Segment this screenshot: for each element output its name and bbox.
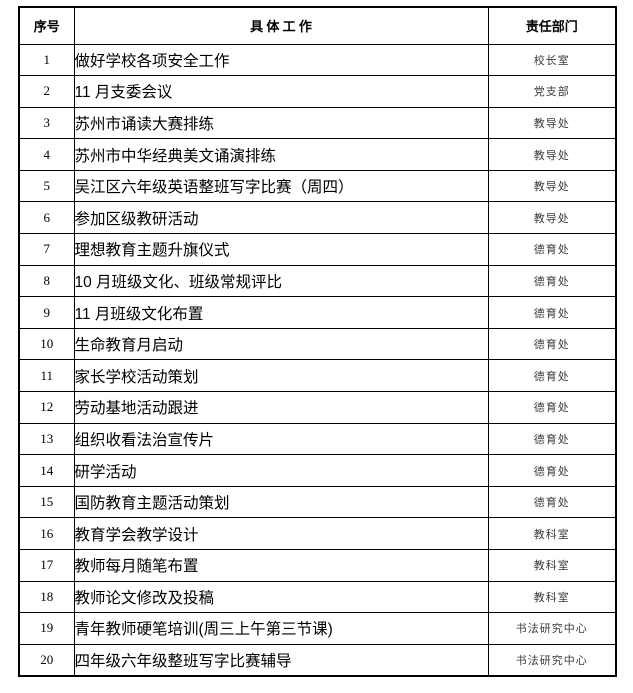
serial-number: 9 <box>18 296 75 329</box>
department-text: 教导处 <box>487 201 617 235</box>
serial-number: 19 <box>18 612 75 645</box>
serial-number: 15 <box>18 485 75 519</box>
work-item-text: 家长学校活动策划 <box>73 359 489 393</box>
serial-number: 10 <box>18 327 75 361</box>
work-item-text: 11 月支委会议 <box>73 75 489 108</box>
department-text: 德育处 <box>487 422 617 456</box>
serial-number: 17 <box>18 549 75 582</box>
table-row: 10 生命教育月启动 德育处 <box>18 327 617 361</box>
serial-number: 7 <box>18 233 75 266</box>
table-row: 13 组织收看法治宣传片 德育处 <box>18 422 617 456</box>
table-row: 9 11 月班级文化布置 德育处 <box>18 296 617 329</box>
department-text: 德育处 <box>487 327 617 361</box>
department-text: 德育处 <box>487 233 617 266</box>
department-text: 德育处 <box>487 391 617 424</box>
department-text: 教科室 <box>487 580 617 614</box>
work-item-text: 教师每月随笔布置 <box>73 549 489 582</box>
table-row: 3 苏州市诵读大赛排练 教导处 <box>18 106 617 140</box>
department-text: 教导处 <box>487 169 617 203</box>
serial-number: 2 <box>18 75 75 108</box>
work-item-text: 苏州市中华经典美文诵演排练 <box>73 138 489 171</box>
department-text: 教导处 <box>487 106 617 140</box>
department-text: 书法研究中心 <box>487 643 617 677</box>
work-item-text: 苏州市诵读大赛排练 <box>73 106 489 140</box>
serial-number: 11 <box>18 359 75 393</box>
table-row: 1 做好学校各项安全工作 校长室 <box>18 43 617 77</box>
table-row: 18 教师论文修改及投稿 教科室 <box>18 580 617 614</box>
department-text: 教导处 <box>487 138 617 171</box>
table-row: 11 家长学校活动策划 德育处 <box>18 359 617 393</box>
column-header-work: 具 体 工 作 <box>73 6 489 45</box>
serial-number: 13 <box>18 422 75 456</box>
serial-number: 4 <box>18 138 75 171</box>
department-text: 教科室 <box>487 549 617 582</box>
serial-number: 6 <box>18 201 75 235</box>
table-row: 14 研学活动 德育处 <box>18 454 617 487</box>
serial-number: 5 <box>18 169 75 203</box>
work-item-text: 10 月班级文化、班级常规评比 <box>73 264 489 298</box>
table-row: 19 青年教师硬笔培训(周三上午第三节课) 书法研究中心 <box>18 612 617 645</box>
table-row: 8 10 月班级文化、班级常规评比 德育处 <box>18 264 617 298</box>
table-row: 16 教育学会教学设计 教科室 <box>18 517 617 550</box>
work-item-text: 劳动基地活动跟进 <box>73 391 489 424</box>
serial-number: 12 <box>18 391 75 424</box>
work-item-text: 青年教师硬笔培训(周三上午第三节课) <box>73 612 489 645</box>
work-item-text: 研学活动 <box>73 454 489 487</box>
work-item-text: 教育学会教学设计 <box>73 517 489 550</box>
table-row: 2 11 月支委会议 党支部 <box>18 75 617 108</box>
work-item-text: 做好学校各项安全工作 <box>73 43 489 77</box>
column-header-department: 责任部门 <box>487 6 617 45</box>
serial-number: 3 <box>18 106 75 140</box>
department-text: 德育处 <box>487 264 617 298</box>
column-header-serial: 序号 <box>18 6 75 45</box>
work-item-text: 11 月班级文化布置 <box>73 296 489 329</box>
department-text: 教科室 <box>487 517 617 550</box>
table-row: 20 四年级六年级整班写字比赛辅导 书法研究中心 <box>18 643 617 677</box>
table-row: 7 理想教育主题升旗仪式 德育处 <box>18 233 617 266</box>
header-row: 序号 具 体 工 作 责任部门 <box>18 6 617 45</box>
table-row: 5 吴江区六年级英语整班写字比赛（周四） 教导处 <box>18 169 617 203</box>
work-item-text: 参加区级教研活动 <box>73 201 489 235</box>
department-text: 德育处 <box>487 485 617 519</box>
table-row: 17 教师每月随笔布置 教科室 <box>18 549 617 582</box>
serial-number: 14 <box>18 454 75 487</box>
serial-number: 18 <box>18 580 75 614</box>
serial-number: 1 <box>18 43 75 77</box>
department-text: 德育处 <box>487 296 617 329</box>
table-body: 1 做好学校各项安全工作 校长室 2 11 月支委会议 党支部 3 苏州市诵读大赛排练 教导处 4… <box>18 43 617 677</box>
work-item-text: 理想教育主题升旗仪式 <box>73 233 489 266</box>
table-row: 12 劳动基地活动跟进 德育处 <box>18 391 617 424</box>
department-text: 德育处 <box>487 359 617 393</box>
work-item-text: 吴江区六年级英语整班写字比赛（周四） <box>73 169 489 203</box>
work-item-text: 组织收看法治宣传片 <box>73 422 489 456</box>
work-item-text: 国防教育主题活动策划 <box>73 485 489 519</box>
department-text: 书法研究中心 <box>487 612 617 645</box>
serial-number: 8 <box>18 264 75 298</box>
table-row: 6 参加区级教研活动 教导处 <box>18 201 617 235</box>
work-item-text: 教师论文修改及投稿 <box>73 580 489 614</box>
serial-number: 16 <box>18 517 75 550</box>
table-header: 序号 具 体 工 作 责任部门 <box>18 6 617 45</box>
department-text: 党支部 <box>487 75 617 108</box>
table-row: 4 苏州市中华经典美文诵演排练 教导处 <box>18 138 617 171</box>
work-item-text: 生命教育月启动 <box>73 327 489 361</box>
department-text: 德育处 <box>487 454 617 487</box>
work-item-text: 四年级六年级整班写字比赛辅导 <box>73 643 489 677</box>
serial-number: 20 <box>18 643 75 677</box>
department-text: 校长室 <box>487 43 617 77</box>
work-schedule-table: 序号 具 体 工 作 责任部门 1 做好学校各项安全工作 校长室 2 11 月支委会议党… <box>18 6 617 677</box>
table-row: 15 国防教育主题活动策划 德育处 <box>18 485 617 519</box>
